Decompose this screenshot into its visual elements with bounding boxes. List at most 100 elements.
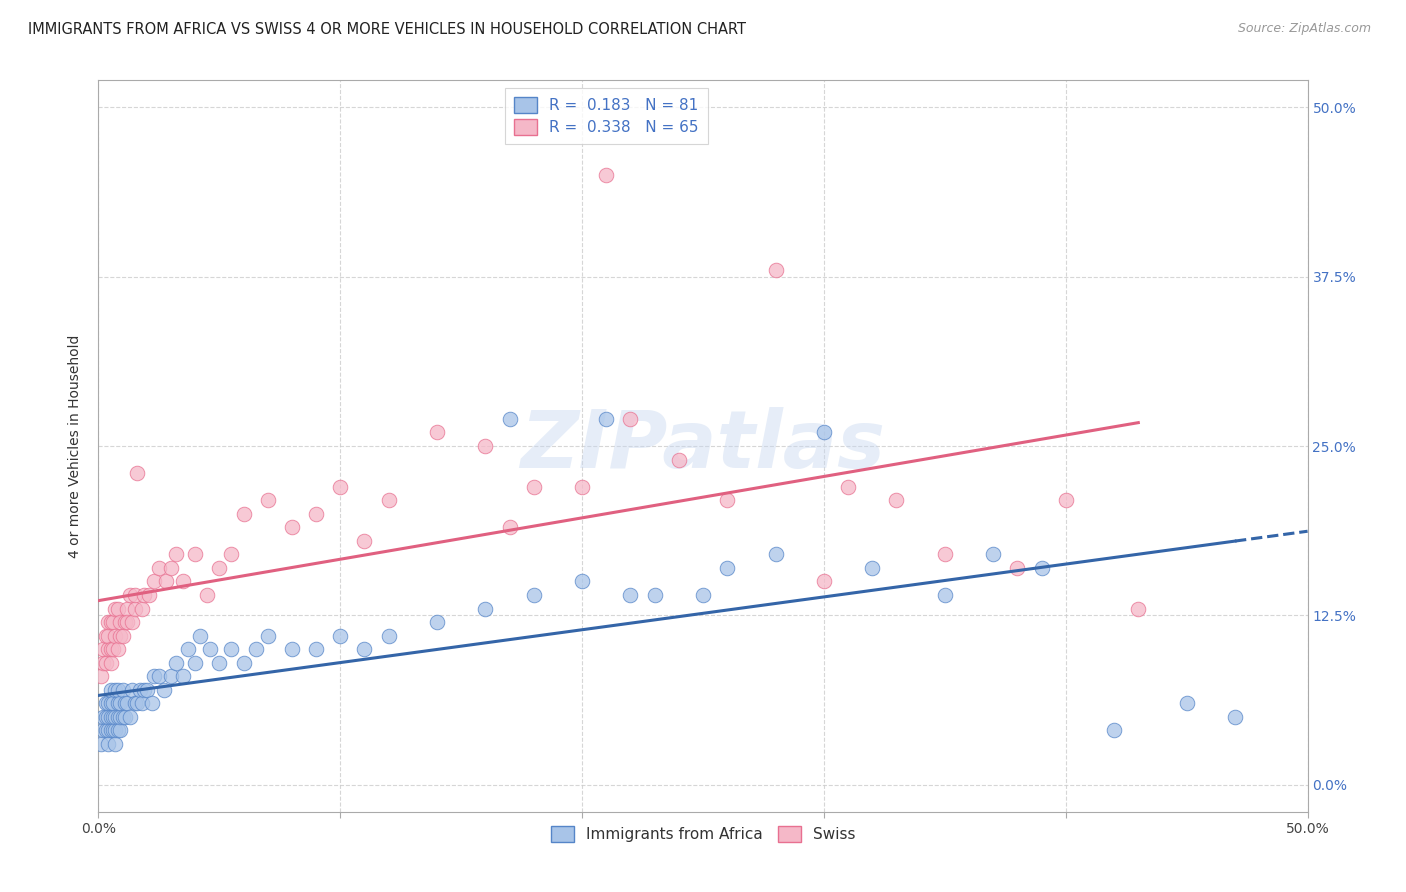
Point bbox=[118, 710, 141, 724]
Point bbox=[329, 629, 352, 643]
Point bbox=[644, 588, 666, 602]
Point bbox=[377, 493, 399, 508]
Point bbox=[837, 480, 859, 494]
Point bbox=[498, 412, 520, 426]
Point bbox=[108, 723, 131, 738]
Point bbox=[91, 710, 114, 724]
Point bbox=[221, 547, 243, 561]
Point bbox=[100, 642, 122, 657]
Point bbox=[934, 547, 956, 561]
Point bbox=[198, 642, 221, 657]
Point bbox=[90, 669, 112, 683]
Point bbox=[100, 656, 122, 670]
Point bbox=[353, 533, 375, 548]
Point bbox=[104, 601, 127, 615]
Point bbox=[305, 642, 328, 657]
Point bbox=[118, 588, 141, 602]
Point bbox=[474, 601, 496, 615]
Point bbox=[860, 561, 883, 575]
Point bbox=[195, 588, 218, 602]
Point bbox=[165, 547, 187, 561]
Point bbox=[111, 682, 134, 697]
Point bbox=[97, 723, 120, 738]
Point bbox=[107, 710, 129, 724]
Point bbox=[127, 697, 149, 711]
Point bbox=[117, 697, 139, 711]
Point bbox=[94, 697, 117, 711]
Point bbox=[97, 737, 120, 751]
Point bbox=[127, 466, 149, 480]
Point bbox=[184, 656, 207, 670]
Point bbox=[134, 682, 156, 697]
Point bbox=[1223, 710, 1246, 724]
Point bbox=[97, 629, 120, 643]
Point bbox=[498, 520, 520, 534]
Point bbox=[91, 723, 114, 738]
Point bbox=[104, 710, 127, 724]
Point bbox=[135, 682, 157, 697]
Point bbox=[141, 697, 163, 711]
Point bbox=[111, 629, 134, 643]
Point bbox=[114, 697, 136, 711]
Point bbox=[138, 588, 160, 602]
Point bbox=[1007, 561, 1029, 575]
Point bbox=[111, 710, 134, 724]
Point bbox=[188, 629, 211, 643]
Point bbox=[208, 656, 231, 670]
Point bbox=[101, 642, 124, 657]
Point bbox=[152, 682, 174, 697]
Point bbox=[124, 588, 146, 602]
Point bbox=[245, 642, 267, 657]
Point bbox=[716, 493, 738, 508]
Point bbox=[90, 737, 112, 751]
Point bbox=[117, 615, 139, 629]
Point bbox=[160, 669, 183, 683]
Point bbox=[97, 697, 120, 711]
Text: Source: ZipAtlas.com: Source: ZipAtlas.com bbox=[1237, 22, 1371, 36]
Point bbox=[108, 710, 131, 724]
Point bbox=[100, 710, 122, 724]
Point bbox=[765, 263, 787, 277]
Point bbox=[172, 574, 194, 589]
Point bbox=[117, 601, 139, 615]
Point bbox=[155, 574, 177, 589]
Point bbox=[134, 588, 156, 602]
Point bbox=[148, 561, 170, 575]
Point bbox=[131, 601, 153, 615]
Point bbox=[305, 507, 328, 521]
Point bbox=[100, 615, 122, 629]
Point bbox=[97, 642, 120, 657]
Point bbox=[104, 682, 127, 697]
Point bbox=[256, 493, 278, 508]
Point bbox=[121, 615, 143, 629]
Point bbox=[221, 642, 243, 657]
Point bbox=[281, 520, 304, 534]
Point bbox=[716, 561, 738, 575]
Point bbox=[619, 412, 641, 426]
Point bbox=[124, 601, 146, 615]
Point bbox=[108, 629, 131, 643]
Point bbox=[100, 697, 122, 711]
Point bbox=[256, 629, 278, 643]
Point bbox=[108, 615, 131, 629]
Point bbox=[97, 615, 120, 629]
Point bbox=[114, 710, 136, 724]
Point bbox=[104, 737, 127, 751]
Point bbox=[104, 629, 127, 643]
Point bbox=[886, 493, 908, 508]
Point bbox=[107, 682, 129, 697]
Point bbox=[94, 656, 117, 670]
Point bbox=[692, 588, 714, 602]
Point bbox=[184, 547, 207, 561]
Point bbox=[426, 425, 449, 440]
Point bbox=[571, 574, 593, 589]
Point bbox=[101, 697, 124, 711]
Point bbox=[981, 547, 1004, 561]
Legend: Immigrants from Africa, Swiss: Immigrants from Africa, Swiss bbox=[544, 820, 862, 848]
Point bbox=[668, 452, 690, 467]
Point bbox=[107, 601, 129, 615]
Point bbox=[107, 723, 129, 738]
Point bbox=[91, 642, 114, 657]
Point bbox=[1128, 601, 1150, 615]
Point bbox=[101, 710, 124, 724]
